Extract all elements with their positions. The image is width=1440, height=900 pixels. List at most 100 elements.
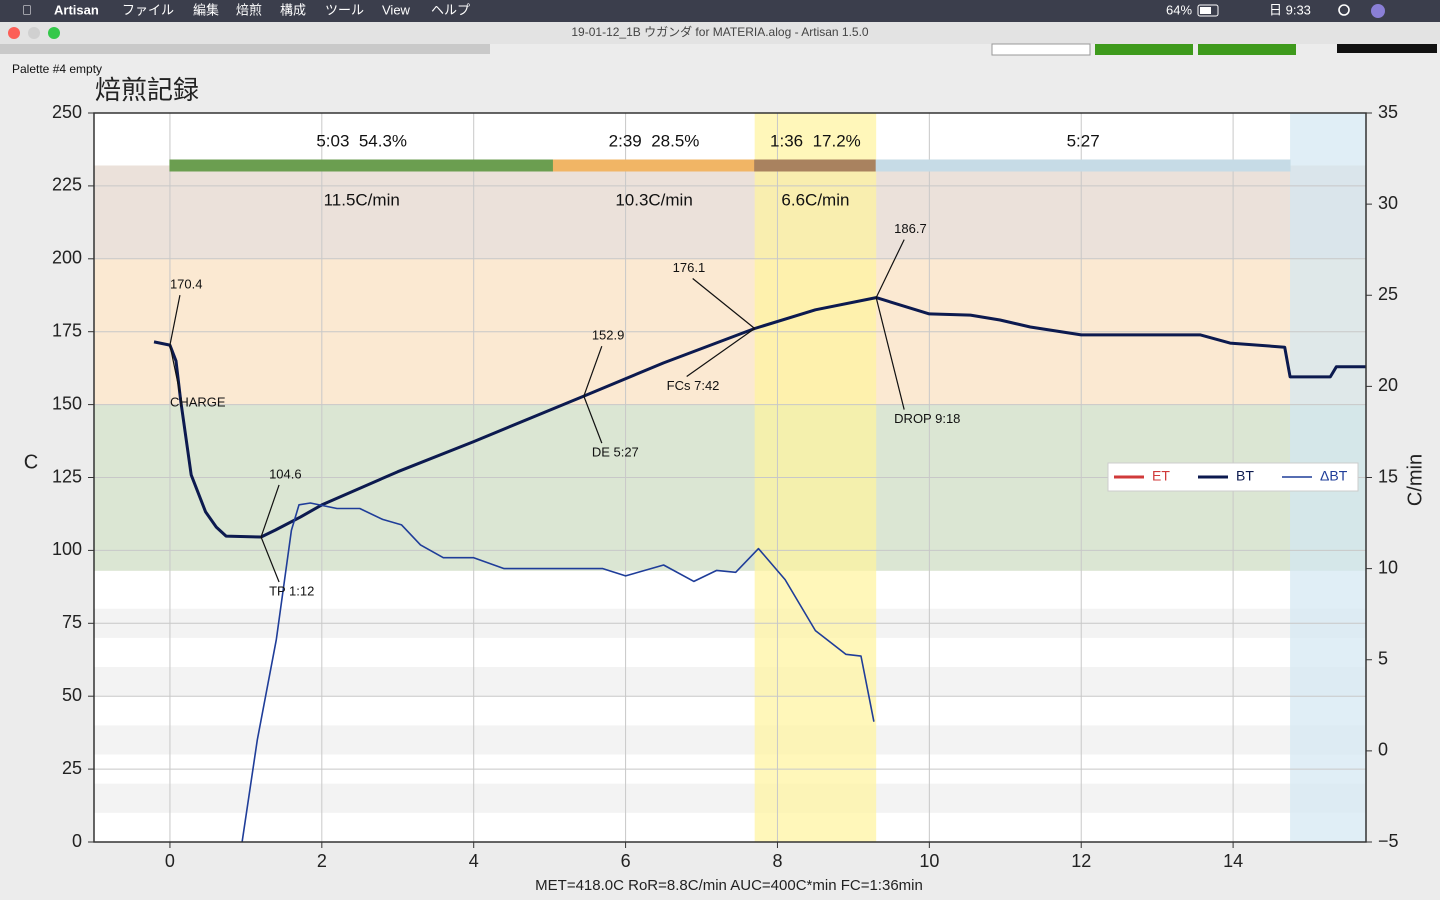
- legend-label: ΔBT: [1320, 468, 1348, 484]
- x-tick-label: 10: [919, 851, 939, 871]
- annotation-leader: [260, 484, 280, 538]
- menu-item[interactable]: ツール: [325, 2, 364, 17]
- y2-tick-label: 5: [1378, 649, 1388, 669]
- menu-item[interactable]: 焙煎: [236, 2, 262, 17]
- annotation-leader: [583, 395, 603, 444]
- toolbar-field[interactable]: [991, 43, 1091, 56]
- y2-tick-label: 35: [1378, 102, 1398, 122]
- x-tick-label: 12: [1071, 851, 1091, 871]
- legend-box: [1107, 462, 1359, 492]
- annotation: 176.1: [673, 260, 706, 275]
- series-line: [241, 502, 875, 843]
- spotlight[interactable]: [1338, 4, 1350, 16]
- temperature-band: [94, 783, 1366, 813]
- phase-label: 1:36 17.2%: [770, 131, 861, 150]
- y-tick-label: 250: [52, 102, 82, 122]
- annotation-leader: [692, 278, 756, 329]
- menu-item[interactable]: 編集: [193, 2, 219, 17]
- y2-tick-label: −5: [1378, 831, 1399, 851]
- annotation: 104.6: [269, 466, 302, 481]
- y-tick-label: 200: [52, 248, 82, 268]
- annotation: 152.9: [592, 328, 625, 343]
- apple-menu[interactable]: : [22, 2, 32, 17]
- annotation: CHARGE: [170, 395, 226, 410]
- phase-bar: [169, 159, 554, 172]
- legend-label: BT: [1236, 468, 1254, 484]
- annotation: 170.4: [170, 277, 203, 292]
- y-tick-label: 150: [52, 393, 82, 413]
- y-axis-label: C: [24, 451, 38, 473]
- battery-icon[interactable]: [1197, 4, 1219, 17]
- battery-level: 64%: [1166, 2, 1192, 17]
- menu:  Artisan ファイル 編集 焙煎 構成 ツール View ヘルプ 64%…: [22, 2, 1385, 18]
- toolbar-button[interactable]: [1198, 44, 1296, 55]
- annotation: TP 1:12: [269, 583, 314, 598]
- y-tick-label: 100: [52, 539, 82, 559]
- phase-ror: 11.5C/min: [324, 190, 400, 209]
- menu-item[interactable]: ヘルプ: [431, 2, 470, 17]
- annotation-leader: [583, 345, 603, 397]
- toolbar-button[interactable]: [1095, 44, 1193, 55]
- y2-tick-label: 30: [1378, 193, 1398, 213]
- plot-frame: [93, 112, 1367, 843]
- y2-axis-label: C/min: [1404, 454, 1426, 506]
- annotation: DROP 9:18: [894, 411, 960, 426]
- y-tick-label: 75: [62, 612, 82, 632]
- phase-ror: 6.6C/min: [781, 190, 849, 209]
- annotation-leader: [875, 239, 905, 298]
- y-tick-label: 50: [62, 685, 82, 705]
- annotation-leader: [169, 344, 181, 394]
- x-tick-label: 14: [1223, 851, 1243, 871]
- zoom-button[interactable]: [48, 27, 60, 39]
- legend-label: ET: [1152, 468, 1170, 484]
- phase-label: 5:27: [1067, 131, 1100, 150]
- phase-bar: [552, 159, 756, 172]
- annotation-leader: [875, 297, 905, 410]
- phase-bar: [754, 159, 877, 172]
- palette-status: Palette #4 empty: [12, 62, 102, 76]
- annotation-leader: [169, 294, 181, 346]
- window-title: 19-01-12_1B ウガンダ for MATERIA.alog - Arti…: [571, 24, 869, 39]
- close-button[interactable]: [8, 27, 20, 39]
- annotation: 186.7: [894, 221, 927, 236]
- phase-label: 2:39 28.5%: [609, 131, 700, 150]
- y2-tick-label: 10: [1378, 557, 1398, 577]
- minimize-button[interactable]: [28, 27, 40, 39]
- y-tick-label: 0: [72, 831, 82, 851]
- x-tick-label: 2: [317, 851, 327, 871]
- x-tick-label: 0: [165, 851, 175, 871]
- phase-ror: 10.3C/min: [615, 190, 692, 209]
- x-tick-label: 8: [772, 851, 782, 871]
- y-tick-label: 175: [52, 320, 82, 340]
- menu-bar: [0, 0, 1440, 22]
- chart-title: 焙煎記録: [95, 75, 199, 105]
- phase-label: 5:03 54.3%: [316, 131, 407, 150]
- footer-stats: MET=418.0C RoR=8.8C/min AUC=400C*min FC=…: [535, 877, 923, 894]
- y-tick-label: 225: [52, 175, 82, 195]
- annotation-leader: [686, 328, 756, 377]
- clock[interactable]: 日 9:33: [1269, 2, 1311, 17]
- annotation-leader: [260, 536, 280, 583]
- menu-item[interactable]: 構成: [280, 2, 306, 17]
- series-line: [153, 296, 1366, 539]
- y2-tick-label: 0: [1378, 740, 1388, 760]
- y-tick-label: 125: [52, 466, 82, 486]
- temperature-band: [94, 725, 1366, 755]
- y2-tick-label: 25: [1378, 284, 1398, 304]
- annotation: FCs 7:42: [667, 378, 720, 393]
- phase-bar: [875, 159, 1291, 172]
- legend: ET BT ΔBT: [1107, 462, 1359, 492]
- x-tick-label: 4: [469, 851, 479, 871]
- y2-tick-label: 20: [1378, 375, 1398, 395]
- temperature-band: [94, 667, 1366, 697]
- menu-item[interactable]: ファイル: [122, 2, 174, 17]
- app-menu[interactable]: Artisan: [54, 2, 99, 17]
- temperature-band: [94, 165, 1366, 259]
- menu-item[interactable]: View: [382, 2, 411, 17]
- toolbar-strip: [0, 44, 490, 54]
- siri[interactable]: [1371, 4, 1385, 18]
- annotation: DE 5:27: [592, 445, 639, 460]
- y-tick-label: 25: [62, 758, 82, 778]
